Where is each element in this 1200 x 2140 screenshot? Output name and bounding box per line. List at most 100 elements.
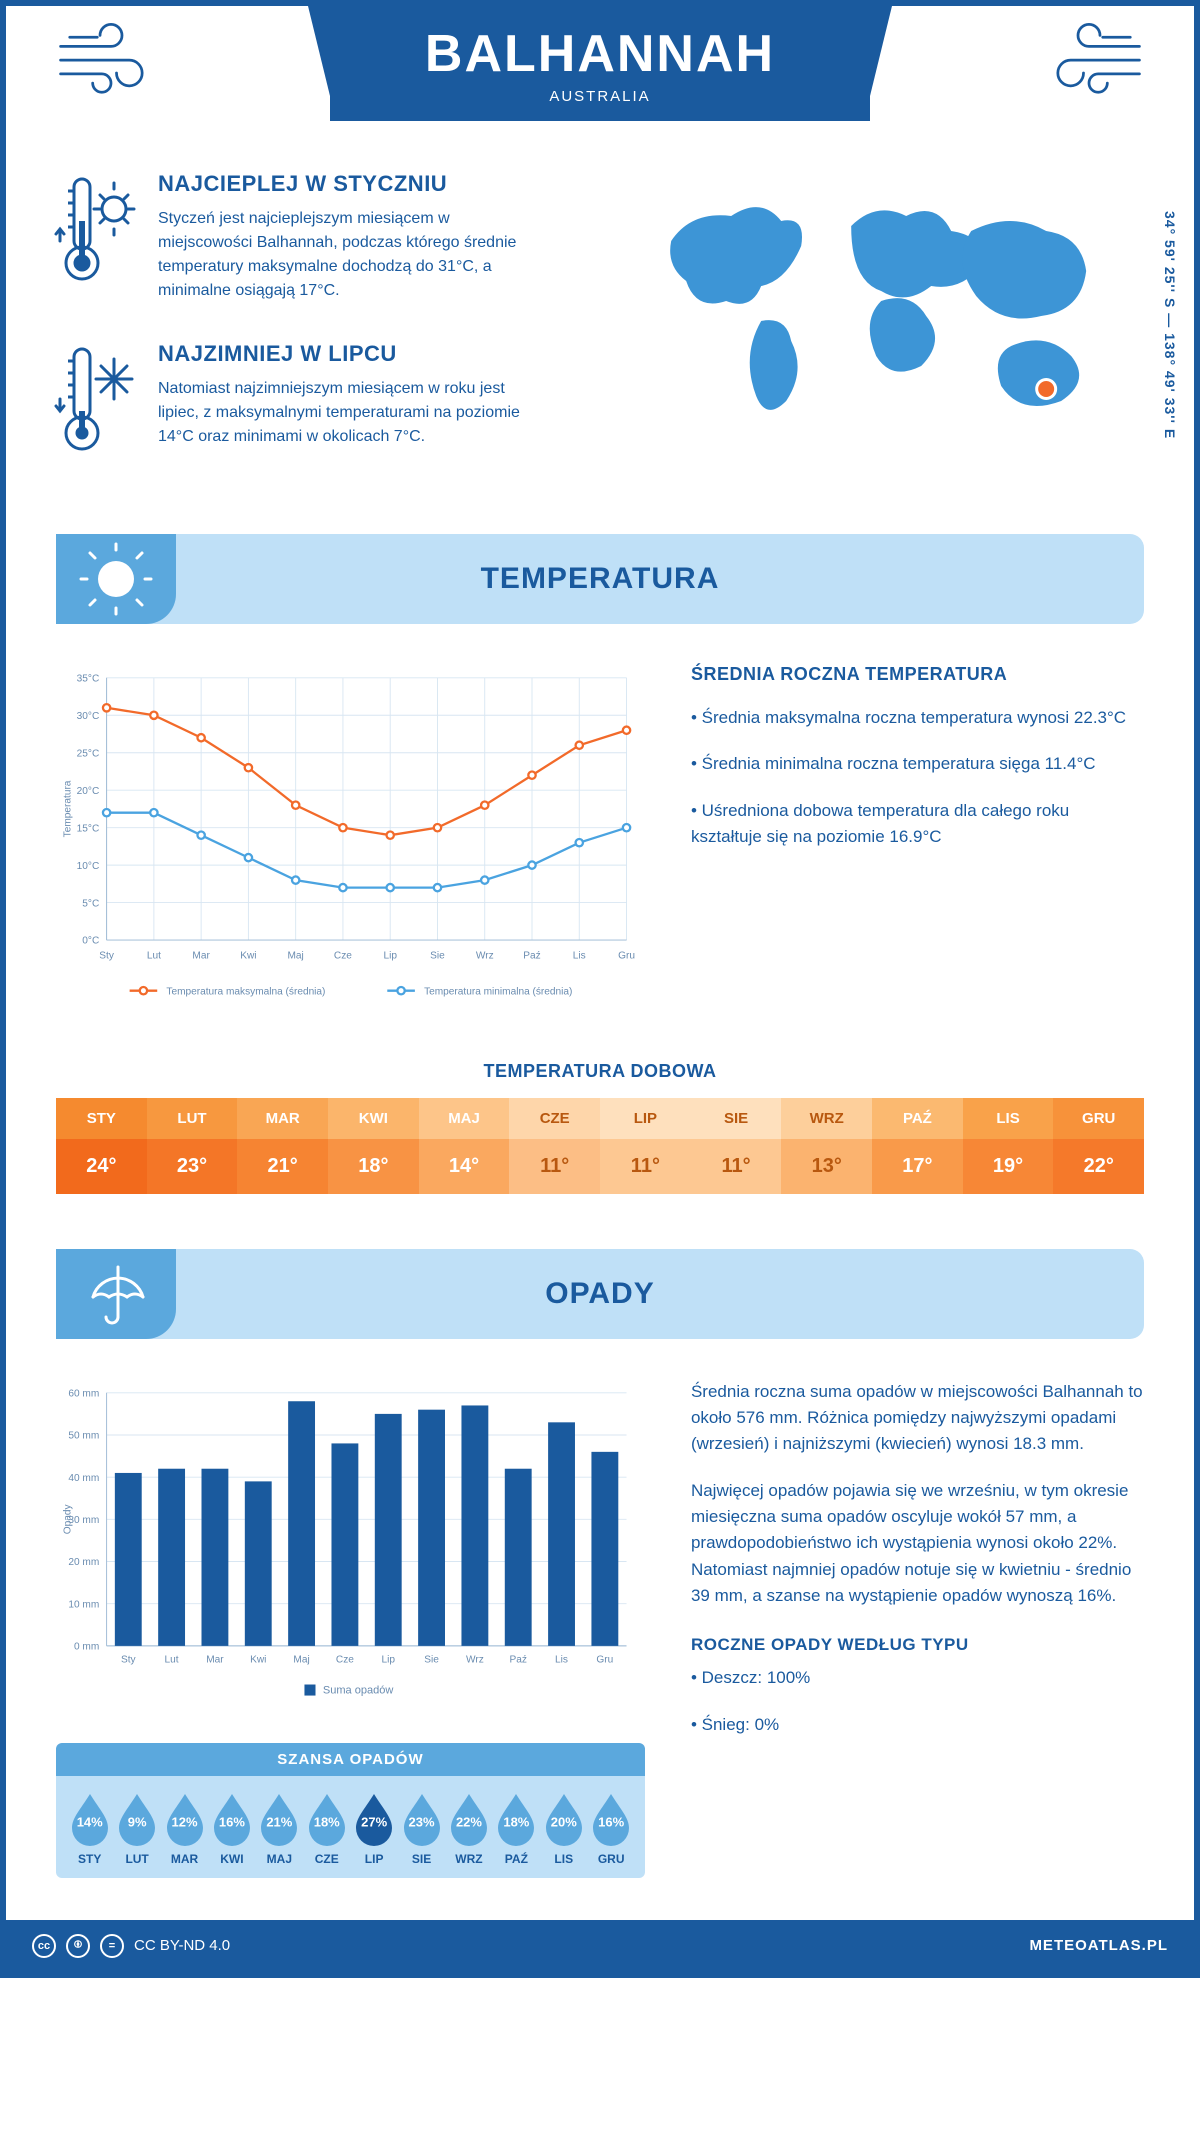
temperature-line-chart: 0°C 5°C 10°C 15°C 20°C 25°C 30°C 35°C Sty Lut Mar K…: [56, 664, 645, 1019]
precip-section-banner: OPADY: [56, 1249, 1144, 1339]
coordinates: 34° 59' 25'' S — 138° 49' 33'' E: [1162, 211, 1178, 439]
svg-text:Sty: Sty: [121, 1654, 137, 1665]
wind-icon-left: [56, 6, 166, 96]
license-text: CC BY-ND 4.0: [134, 1937, 230, 1954]
precip-para-1: Średnia roczna suma opadów w miejscowośc…: [691, 1379, 1144, 1458]
chance-drop: 21%MAJ: [256, 1792, 303, 1866]
chance-drop: 18%PAŹ: [493, 1792, 540, 1866]
precip-chance-panel: SZANSA OPADÓW 14%STY9%LUT12%MAR16%KWI21%…: [56, 1743, 645, 1878]
precip-chance-title: SZANSA OPADÓW: [56, 1743, 645, 1776]
svg-text:Sty: Sty: [99, 950, 115, 961]
svg-text:30°C: 30°C: [77, 711, 100, 722]
chance-drop: 16%GRU: [587, 1792, 634, 1866]
svg-text:Temperatura maksymalna (średni: Temperatura maksymalna (średnia): [166, 986, 325, 997]
coldest-text: Natomiast najzimniejszym miesiącem w rok…: [158, 377, 538, 449]
svg-text:20 mm: 20 mm: [68, 1557, 99, 1568]
precip-type-rain: Deszcz: 100%: [691, 1665, 1144, 1691]
by-icon: 🅯: [66, 1934, 90, 1958]
svg-text:Lip: Lip: [383, 950, 397, 961]
world-map: [638, 171, 1144, 436]
daily-temp-table: STY24°LUT23°MAR21°KWI18°MAJ14°CZE11°LIP1…: [56, 1098, 1144, 1194]
temp-bullet-2: Średnia minimalna roczna temperatura się…: [691, 751, 1144, 777]
svg-text:50 mm: 50 mm: [68, 1430, 99, 1441]
daily-col: LUT23°: [147, 1098, 238, 1194]
svg-text:Lis: Lis: [555, 1654, 568, 1665]
chance-drop: 27%LIP: [350, 1792, 397, 1866]
daily-col: STY24°: [56, 1098, 147, 1194]
svg-text:10°C: 10°C: [77, 861, 100, 872]
warmest-text: Styczeń jest najcieplejszym miesiącem w …: [158, 207, 538, 303]
chance-drop: 20%LIS: [540, 1792, 587, 1866]
warmest-fact: NAJCIEPLEJ W STYCZNIU Styczeń jest najci…: [56, 171, 588, 303]
svg-text:15°C: 15°C: [77, 823, 100, 834]
coldest-fact: NAJZIMNIEJ W LIPCU Natomiast najzimniejs…: [56, 341, 588, 466]
svg-text:Maj: Maj: [288, 950, 304, 961]
svg-text:35°C: 35°C: [77, 673, 100, 684]
svg-text:Cze: Cze: [336, 1654, 354, 1665]
daily-col: SIE11°: [691, 1098, 782, 1194]
chance-drop: 18%CZE: [303, 1792, 350, 1866]
svg-text:Cze: Cze: [334, 950, 352, 961]
thermometer-sun-icon: [56, 171, 136, 303]
thermometer-snow-icon: [56, 341, 136, 466]
svg-text:60 mm: 60 mm: [68, 1388, 99, 1399]
precip-section-title: OPADY: [545, 1277, 654, 1310]
chance-drop: 9%LUT: [113, 1792, 160, 1866]
precip-type-title: ROCZNE OPADY WEDŁUG TYPU: [691, 1635, 1144, 1655]
precip-type-snow: Śnieg: 0%: [691, 1712, 1144, 1738]
svg-text:Mar: Mar: [206, 1654, 224, 1665]
chance-drop: 23%SIE: [398, 1792, 445, 1866]
svg-text:Suma opadów: Suma opadów: [323, 1684, 394, 1696]
daily-col: KWI18°: [328, 1098, 419, 1194]
svg-text:Temperatura: Temperatura: [63, 780, 74, 837]
svg-text:10 mm: 10 mm: [68, 1599, 99, 1610]
nd-icon: =: [100, 1934, 124, 1958]
temp-bullet-1: Średnia maksymalna roczna temperatura wy…: [691, 705, 1144, 731]
temperature-section-banner: TEMPERATURA: [56, 534, 1144, 624]
svg-text:Paź: Paź: [510, 1654, 527, 1665]
daily-col: LIP11°: [600, 1098, 691, 1194]
svg-text:Opady: Opady: [63, 1503, 74, 1534]
temperature-section-title: TEMPERATURA: [481, 562, 720, 595]
umbrella-icon: [56, 1249, 176, 1339]
svg-text:0°C: 0°C: [82, 936, 99, 947]
daily-temp-title: TEMPERATURA DOBOWA: [56, 1061, 1144, 1082]
svg-text:5°C: 5°C: [82, 898, 99, 909]
svg-text:Paź: Paź: [523, 950, 540, 961]
svg-text:20°C: 20°C: [77, 786, 100, 797]
svg-text:Temperatura minimalna (średnia: Temperatura minimalna (średnia): [424, 986, 572, 997]
temp-side-title: ŚREDNIA ROCZNA TEMPERATURA: [691, 664, 1144, 685]
page-title: BALHANNAH: [330, 24, 870, 84]
svg-text:Sie: Sie: [430, 950, 445, 961]
temp-bullet-3: Uśredniona dobowa temperatura dla całego…: [691, 798, 1144, 851]
svg-text:Mar: Mar: [192, 950, 210, 961]
coldest-title: NAJZIMNIEJ W LIPCU: [158, 341, 538, 367]
sun-icon: [56, 534, 176, 624]
cc-icon: cc: [32, 1934, 56, 1958]
svg-text:Kwi: Kwi: [250, 1654, 266, 1665]
chance-drop: 22%WRZ: [445, 1792, 492, 1866]
wind-icon-right: [1034, 6, 1144, 96]
svg-text:Lut: Lut: [165, 1654, 179, 1665]
daily-col: GRU22°: [1053, 1098, 1144, 1194]
daily-col: CZE11°: [509, 1098, 600, 1194]
svg-text:0 mm: 0 mm: [74, 1641, 99, 1652]
daily-col: WRZ13°: [781, 1098, 872, 1194]
svg-text:Gru: Gru: [618, 950, 635, 961]
site-name: METEOATLAS.PL: [1029, 1937, 1168, 1954]
svg-text:Lip: Lip: [381, 1654, 395, 1665]
daily-col: MAJ14°: [419, 1098, 510, 1194]
header-band: BALHANNAH AUSTRALIA: [330, 6, 870, 121]
svg-text:25°C: 25°C: [77, 748, 100, 759]
chance-drop: 14%STY: [66, 1792, 113, 1866]
warmest-title: NAJCIEPLEJ W STYCZNIU: [158, 171, 538, 197]
page-subtitle: AUSTRALIA: [330, 88, 870, 105]
svg-text:Lis: Lis: [573, 950, 586, 961]
svg-text:Wrz: Wrz: [466, 1654, 484, 1665]
svg-text:Sie: Sie: [424, 1654, 439, 1665]
svg-text:Lut: Lut: [147, 950, 161, 961]
svg-text:40 mm: 40 mm: [68, 1473, 99, 1484]
svg-text:Wrz: Wrz: [476, 950, 494, 961]
svg-text:Kwi: Kwi: [240, 950, 256, 961]
precip-bar-chart: 0 mm10 mm20 mm30 mm40 mm50 mm60 mmOpadyS…: [56, 1379, 645, 1715]
